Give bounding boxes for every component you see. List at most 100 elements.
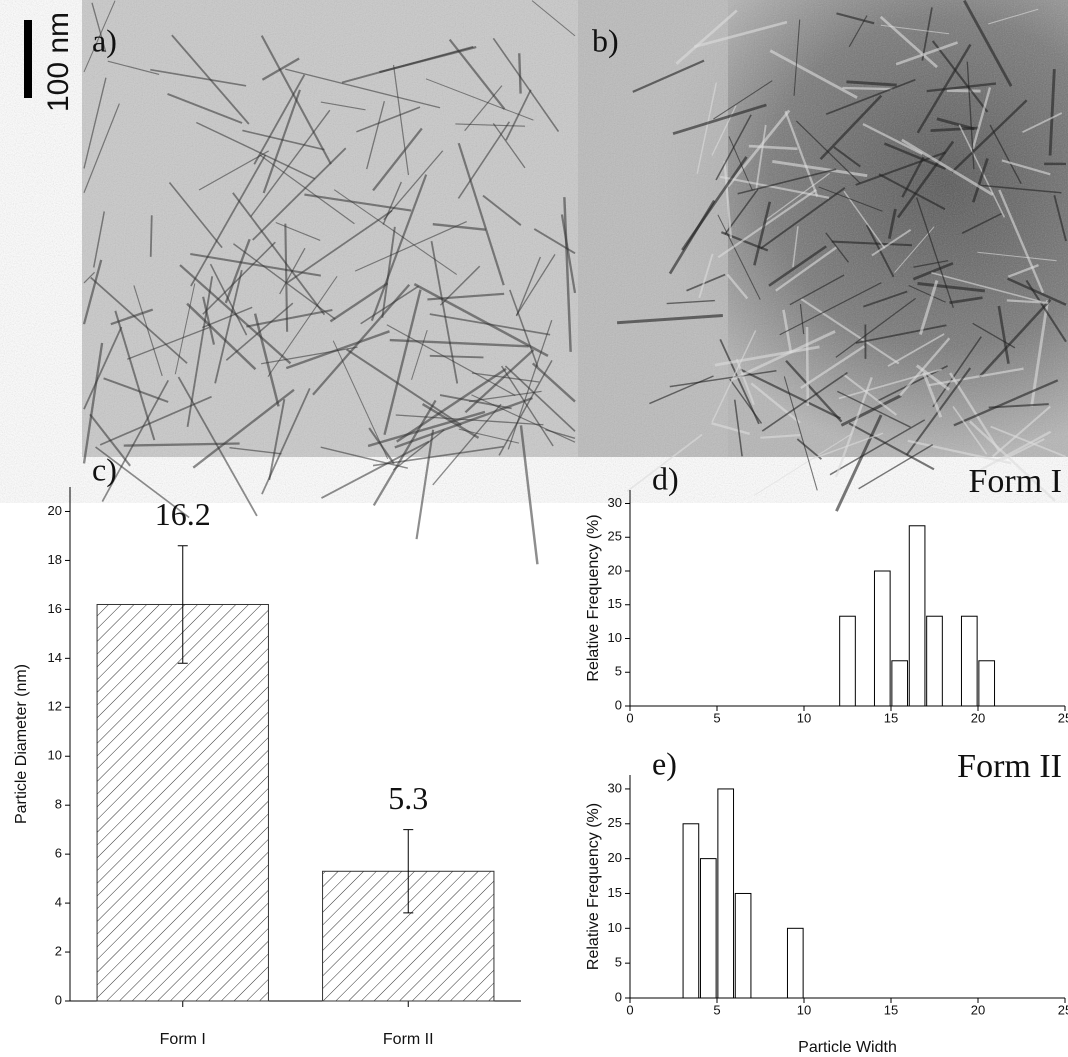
- fiber: [515, 254, 556, 316]
- fiber: [969, 430, 1052, 477]
- fiber: [509, 289, 539, 367]
- y-tick-label: 12: [48, 699, 62, 714]
- fiber: [926, 82, 997, 93]
- fiber: [90, 276, 188, 364]
- fiber: [907, 439, 1012, 465]
- fiber: [842, 86, 893, 91]
- value-label: 16.2: [155, 496, 211, 532]
- fiber: [895, 41, 958, 66]
- y-tick-label: 8: [55, 797, 62, 812]
- fiber: [848, 422, 935, 471]
- fiber: [988, 8, 1039, 25]
- fiber: [989, 124, 1022, 184]
- fiber: [796, 438, 823, 460]
- fiber: [177, 376, 258, 517]
- fiber: [261, 57, 300, 81]
- y-tick-label: 10: [48, 748, 62, 763]
- fiber: [862, 123, 923, 156]
- bar: [96, 603, 269, 1002]
- fiber: [760, 434, 801, 439]
- y-tick-label: 18: [48, 552, 62, 567]
- fiber: [966, 61, 975, 170]
- fiber: [739, 368, 841, 420]
- x-tick-label: 25: [1058, 710, 1068, 725]
- fiber: [275, 221, 321, 241]
- error-bar: [177, 545, 188, 664]
- fiber: [83, 77, 107, 169]
- fiber: [202, 296, 216, 345]
- y-tick-label: 10: [608, 920, 622, 935]
- annotation: Form I: [969, 463, 1063, 500]
- fiber: [760, 187, 846, 250]
- fiber: [835, 414, 883, 512]
- fibers: [82, 0, 1067, 565]
- fiber: [1007, 277, 1067, 306]
- fiber: [279, 247, 306, 295]
- fiber: [458, 428, 520, 444]
- fiber: [825, 78, 916, 116]
- fiber: [711, 330, 757, 423]
- fiber: [312, 284, 411, 396]
- fiber: [901, 156, 925, 198]
- fiber: [784, 110, 819, 197]
- fiber: [898, 337, 951, 397]
- fiber: [978, 184, 1062, 194]
- fiber: [748, 144, 798, 151]
- fiber: [846, 80, 897, 87]
- fiber: [150, 68, 247, 87]
- fiber: [818, 186, 883, 212]
- fiber: [896, 140, 955, 219]
- panel-label: e): [652, 745, 677, 781]
- y-tick-label: 20: [48, 503, 62, 518]
- x-tick-label: 0: [626, 710, 633, 725]
- fiber: [783, 376, 818, 491]
- fiber: [425, 78, 534, 121]
- fiber: [626, 433, 703, 492]
- fiber: [855, 324, 947, 344]
- y-axis-label: Particle Diameter (nm): [13, 664, 30, 824]
- fiber: [531, 0, 576, 37]
- fiber: [383, 289, 422, 436]
- fiber: [772, 159, 868, 178]
- fiber: [186, 302, 257, 371]
- fiber: [356, 106, 421, 133]
- fiber: [372, 127, 423, 192]
- fiber: [969, 420, 1056, 502]
- fiber: [1001, 438, 1045, 461]
- y-tick-label: 14: [48, 650, 62, 665]
- bar: [960, 615, 978, 707]
- fiber: [107, 60, 160, 75]
- fiber: [267, 276, 338, 377]
- fiber: [714, 345, 820, 367]
- fiber: [250, 109, 331, 218]
- fiber: [448, 38, 506, 110]
- fiber: [242, 129, 325, 151]
- fiber: [833, 146, 861, 168]
- bar: [699, 858, 717, 999]
- y-tick-label: 16: [48, 601, 62, 616]
- fiber: [1001, 159, 1051, 176]
- fiber: [726, 109, 791, 188]
- fiber: [167, 93, 243, 124]
- fiber: [887, 333, 945, 367]
- fiber: [501, 365, 554, 447]
- fiber: [681, 156, 748, 251]
- y-tick-label: 20: [608, 850, 622, 865]
- fiber: [372, 445, 504, 467]
- x-tick-label: 5: [713, 1002, 720, 1017]
- fiber: [946, 88, 981, 93]
- value-label: 5.3: [388, 780, 428, 816]
- fiber: [560, 214, 577, 294]
- fiber: [732, 330, 836, 381]
- fiber: [805, 326, 810, 406]
- fiber: [498, 360, 553, 456]
- fiber: [696, 82, 717, 174]
- fiber: [616, 314, 723, 325]
- x-tick-label: 25: [1058, 1002, 1068, 1017]
- fiber: [915, 197, 955, 309]
- fiber: [819, 94, 883, 160]
- bar: [873, 570, 891, 707]
- y-tick-label: 5: [615, 955, 622, 970]
- fiber: [775, 246, 838, 292]
- fiber: [998, 189, 1045, 294]
